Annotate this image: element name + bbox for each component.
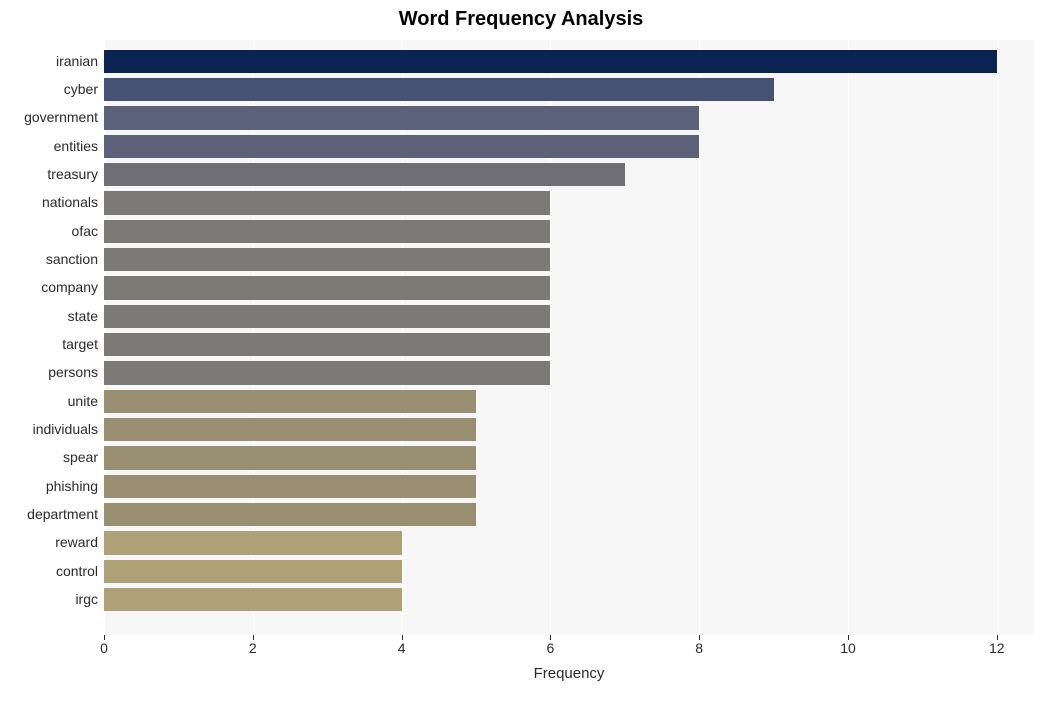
- bar: [104, 588, 402, 611]
- x-tick-mark: [997, 635, 998, 640]
- x-axis-label: Frequency: [104, 665, 1034, 682]
- y-tick-label: state: [0, 305, 98, 328]
- x-tick-label: 6: [546, 640, 554, 656]
- gridline: [699, 40, 700, 635]
- bar: [104, 531, 402, 554]
- bar: [104, 503, 476, 526]
- bar: [104, 333, 550, 356]
- y-tick-label: entities: [0, 135, 98, 158]
- y-tick-label: unite: [0, 390, 98, 413]
- x-tick-label: 10: [840, 640, 856, 656]
- y-tick-label: target: [0, 333, 98, 356]
- bar: [104, 220, 550, 243]
- x-tick-mark: [848, 635, 849, 640]
- bar: [104, 390, 476, 413]
- x-tick-mark: [253, 635, 254, 640]
- y-tick-label: irgc: [0, 588, 98, 611]
- x-tick-label: 2: [249, 640, 257, 656]
- x-tick-mark: [699, 635, 700, 640]
- x-tick-mark: [104, 635, 105, 640]
- x-tick-mark: [402, 635, 403, 640]
- y-tick-label: control: [0, 560, 98, 583]
- y-tick-label: nationals: [0, 191, 98, 214]
- bar: [104, 248, 550, 271]
- bar: [104, 305, 550, 328]
- bar: [104, 135, 699, 158]
- y-tick-label: iranian: [0, 50, 98, 73]
- plot-area: [104, 40, 1034, 635]
- x-tick-label: 0: [100, 640, 108, 656]
- bar: [104, 78, 774, 101]
- bar: [104, 276, 550, 299]
- y-tick-label: spear: [0, 446, 98, 469]
- y-tick-label: government: [0, 106, 98, 129]
- bar: [104, 560, 402, 583]
- gridline: [848, 40, 849, 635]
- bar: [104, 361, 550, 384]
- bar: [104, 191, 550, 214]
- bar: [104, 50, 997, 73]
- bar: [104, 418, 476, 441]
- y-tick-label: department: [0, 503, 98, 526]
- bar: [104, 446, 476, 469]
- chart-container: Word Frequency Analysis Frequency 0 2 4 6 8 1…: [0, 0, 1042, 701]
- x-tick-mark: [550, 635, 551, 640]
- y-tick-label: treasury: [0, 163, 98, 186]
- x-tick-label: 4: [398, 640, 406, 656]
- y-tick-label: ofac: [0, 220, 98, 243]
- x-tick-label: 8: [695, 640, 703, 656]
- x-tick-label: 12: [989, 640, 1005, 656]
- y-tick-label: phishing: [0, 475, 98, 498]
- bar: [104, 106, 699, 129]
- y-tick-label: cyber: [0, 78, 98, 101]
- y-tick-label: company: [0, 276, 98, 299]
- gridline: [997, 40, 998, 635]
- bar: [104, 475, 476, 498]
- y-tick-label: reward: [0, 531, 98, 554]
- y-tick-label: persons: [0, 361, 98, 384]
- y-tick-label: sanction: [0, 248, 98, 271]
- chart-title: Word Frequency Analysis: [0, 8, 1042, 31]
- y-tick-label: individuals: [0, 418, 98, 441]
- bar: [104, 163, 625, 186]
